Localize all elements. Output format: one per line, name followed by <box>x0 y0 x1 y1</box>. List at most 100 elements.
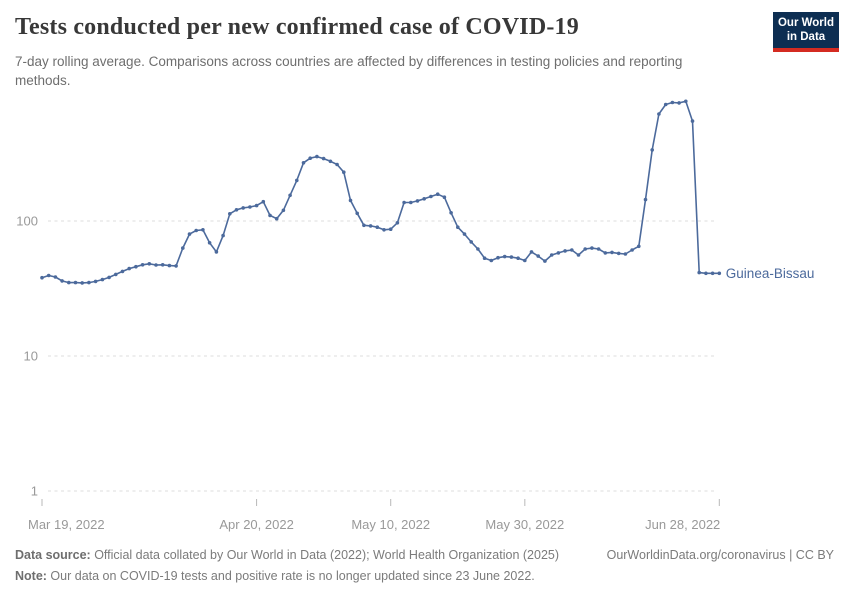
data-point <box>482 256 487 261</box>
data-point <box>637 244 641 249</box>
data-point <box>214 250 219 254</box>
data-point <box>342 170 346 174</box>
data-point <box>697 270 701 275</box>
data-point <box>563 249 567 253</box>
data-point <box>127 266 131 271</box>
data-point <box>670 100 675 105</box>
data-point <box>107 275 111 280</box>
footer-source-text: Data source: Official data collated by O… <box>15 548 559 562</box>
data-point <box>174 264 178 268</box>
data-point <box>348 198 353 203</box>
data-point <box>73 280 78 285</box>
data-point <box>114 272 118 277</box>
data-point <box>435 192 440 196</box>
data-point <box>717 271 722 276</box>
data-point <box>254 203 259 208</box>
data-point <box>134 264 138 269</box>
data-point <box>630 248 634 252</box>
footer-source-line: Data source: Official data collated by O… <box>15 548 834 562</box>
data-point <box>321 156 326 161</box>
data-point <box>261 199 266 204</box>
data-point <box>469 240 474 244</box>
data-point <box>616 251 621 256</box>
data-point <box>154 263 158 267</box>
data-point <box>160 263 165 267</box>
data-point <box>181 246 185 250</box>
data-point <box>516 256 520 261</box>
data-point <box>395 221 400 225</box>
data-point <box>368 224 373 228</box>
footer-note-value: Our data on COVID-19 tests and positive … <box>46 569 535 583</box>
data-point <box>80 281 84 285</box>
data-point <box>543 259 547 263</box>
data-point <box>241 206 245 210</box>
data-point <box>308 156 313 160</box>
data-point <box>46 273 51 278</box>
series-label-guinea-bissau[interactable]: Guinea-Bissau <box>726 266 815 281</box>
data-point <box>201 228 205 232</box>
data-point <box>422 197 427 201</box>
data-point <box>87 280 91 285</box>
data-point <box>93 279 98 284</box>
data-point <box>167 263 172 268</box>
data-point <box>583 247 587 251</box>
data-point <box>382 228 386 232</box>
footer-source-value: Official data collated by Our World in D… <box>90 548 560 562</box>
data-point <box>476 247 480 251</box>
data-point <box>53 275 58 279</box>
data-point <box>549 253 554 257</box>
data-point <box>462 232 467 236</box>
data-point <box>596 247 601 251</box>
data-point <box>429 194 433 199</box>
x-axis-label: Mar 19, 2022 <box>28 517 105 532</box>
data-point <box>147 262 152 266</box>
data-point <box>362 223 366 228</box>
data-point <box>570 248 574 252</box>
data-point <box>523 258 527 263</box>
data-point <box>194 228 198 233</box>
data-point <box>610 250 614 255</box>
data-point <box>315 154 319 159</box>
data-point <box>120 269 125 274</box>
footer-note-line: Note: Our data on COVID-19 tests and pos… <box>15 569 834 583</box>
data-point <box>509 255 514 259</box>
data-point <box>663 102 668 107</box>
data-point <box>529 250 534 254</box>
data-point <box>623 252 628 256</box>
x-axis-label: Jun 28, 2022 <box>645 517 720 532</box>
data-point <box>677 101 681 105</box>
data-point <box>442 195 447 199</box>
data-point <box>409 200 413 205</box>
series-line-guinea-bissau <box>41 100 720 284</box>
data-point <box>268 213 272 218</box>
data-point <box>248 205 252 209</box>
data-point <box>288 193 292 198</box>
data-point <box>60 279 64 283</box>
data-point <box>355 211 360 216</box>
owid-logo[interactable]: Our World in Data <box>773 12 839 52</box>
data-point <box>281 208 286 213</box>
chart-subtitle: 7-day rolling average. Comparisons acros… <box>15 54 683 89</box>
data-point <box>221 233 225 238</box>
data-point <box>67 280 71 285</box>
data-point <box>100 277 105 282</box>
data-point <box>603 251 608 255</box>
data-point <box>40 275 44 280</box>
data-point <box>556 251 561 255</box>
data-point <box>456 225 460 229</box>
data-point <box>657 112 661 116</box>
data-point <box>576 253 581 257</box>
owid-logo-line2: in Data <box>786 31 826 43</box>
data-point <box>140 263 145 267</box>
data-point <box>536 254 540 258</box>
data-point <box>502 254 507 259</box>
data-point <box>590 246 594 250</box>
data-point <box>704 271 708 276</box>
data-point <box>207 241 212 245</box>
data-point <box>274 216 279 221</box>
data-point <box>388 227 393 231</box>
footer-link[interactable]: OurWorldinData.org/coronavirus | CC BY <box>606 548 834 562</box>
data-point <box>650 148 654 152</box>
x-axis-label: Apr 20, 2022 <box>219 517 293 532</box>
